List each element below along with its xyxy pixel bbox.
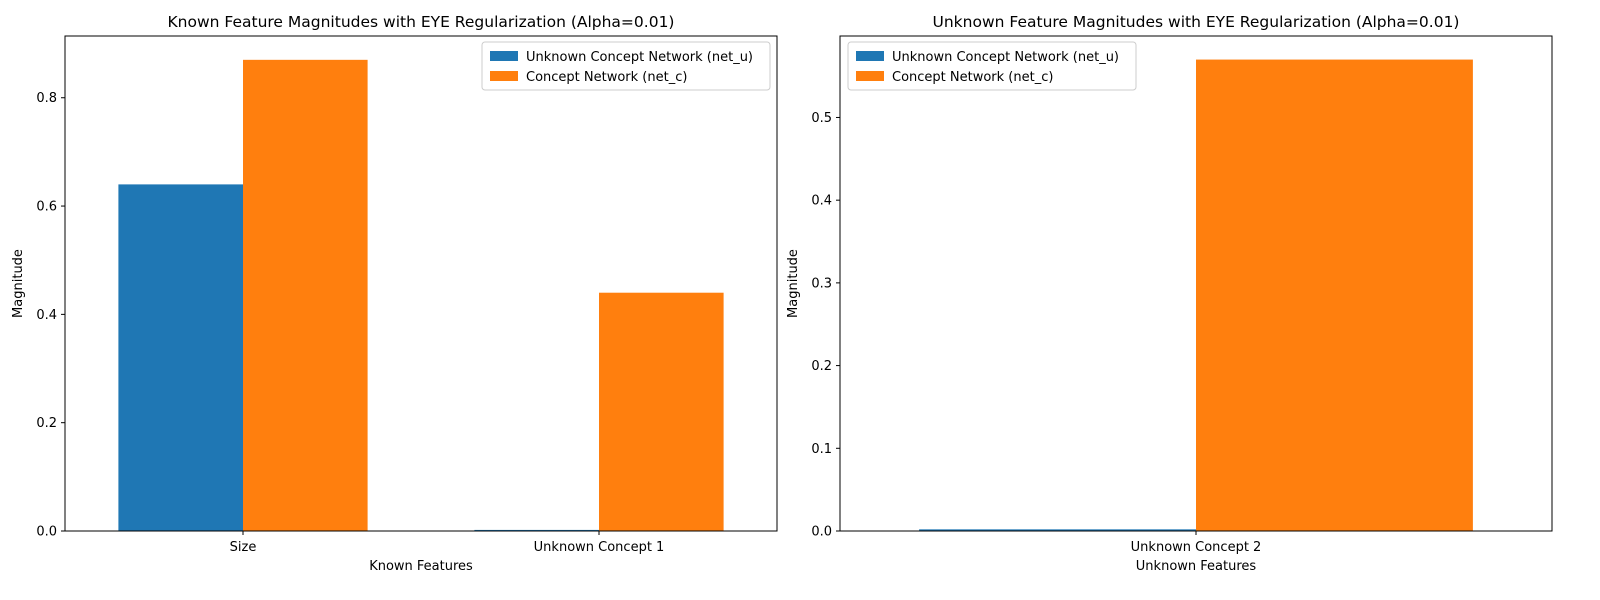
legend-swatch-net-u: [856, 51, 884, 61]
y-tick-label: 0.6: [36, 200, 57, 215]
legend-label: Concept Network (net_c): [526, 70, 687, 85]
legend-swatch-net-u: [490, 51, 518, 61]
x-tick-label: Size: [230, 540, 257, 555]
legend-label: Concept Network (net_c): [892, 70, 1053, 85]
y-tick-label: 0.2: [36, 416, 57, 431]
chart-panel-1: Known Feature Magnitudes with EYE Regula…: [11, 13, 778, 574]
legend-box: [481, 41, 771, 91]
legend-swatch-net-c: [490, 71, 518, 81]
bar-net-c-0: [1196, 59, 1473, 531]
y-tick-label: 0.4: [811, 194, 832, 209]
y-tick-label: 0.4: [36, 308, 57, 323]
y-tick-label: 0.1: [811, 442, 832, 457]
legend-label: Unknown Concept Network (net_u): [892, 50, 1119, 65]
legend-label: Unknown Concept Network (net_u): [526, 50, 753, 65]
x-axis-label: Known Features: [369, 559, 473, 574]
y-tick-label: 0.0: [811, 525, 832, 540]
x-tick-label: Unknown Concept 1: [534, 540, 665, 555]
y-tick-label: 0.5: [811, 111, 832, 126]
y-axis-label: Magnitude: [11, 249, 26, 318]
legend-swatch-net-c: [856, 71, 884, 81]
axes-frame: [64, 35, 778, 532]
bar-net-c-1: [599, 292, 724, 531]
bar-net-c-0: [243, 59, 368, 532]
legend: Unknown Concept Network (net_u) Concept N…: [481, 41, 771, 91]
chart-title: Known Feature Magnitudes with EYE Regula…: [168, 13, 675, 31]
y-tick-label: 0.2: [811, 359, 832, 374]
legend: Unknown Concept Network (net_u) Concept N…: [847, 41, 1137, 91]
y-tick-label: 0.8: [36, 91, 57, 106]
chart-panel-2: Unknown Feature Magnitudes with EYE Regu…: [786, 13, 1553, 574]
x-tick-label: Unknown Concept 2: [1131, 540, 1262, 555]
y-tick-label: 0.3: [811, 276, 832, 291]
bar-net-u-0: [118, 184, 243, 532]
chart-title: Unknown Feature Magnitudes with EYE Regu…: [933, 13, 1460, 31]
legend-box: [847, 41, 1137, 91]
y-axis-label: Magnitude: [786, 249, 801, 318]
bar-net-u-1: [474, 529, 599, 531]
y-tick-label: 0.0: [36, 525, 57, 540]
bar-net-u-0: [919, 529, 1196, 531]
x-axis-label: Unknown Features: [1136, 559, 1257, 574]
